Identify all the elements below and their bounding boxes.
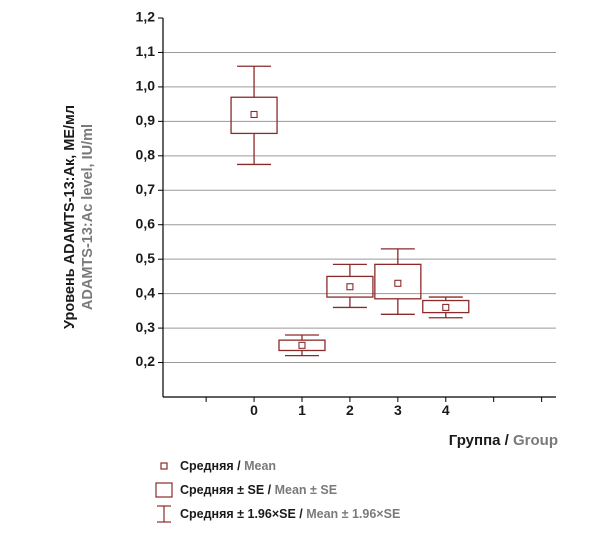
legend-item-se: Средняя ± SE / Mean ± SE [154,478,400,502]
data-series [230,65,470,357]
y-tick-label: 0,9 [136,112,156,128]
legend-label-en: Mean ± SE [274,483,338,497]
legend-label-ru: Средняя ± SE [180,483,265,497]
y-tick-label: 1,2 [136,9,156,25]
x-tick-label: 0 [250,402,258,418]
group-box-4 [422,296,470,319]
se-box [326,275,374,298]
grid-lines [158,17,556,364]
se-box [278,339,326,352]
y-axis-label-ru: Уровень ADAMTS-13:Ак, МЕ/мл [62,105,78,329]
mean-marker [394,279,402,287]
se-box [422,299,470,314]
legend: Средняя / Mean Средняя ± SE / Mean ± SE … [154,454,400,526]
mean-marker [298,341,306,349]
legend-label-en: Mean ± 1.96×SE [306,507,401,521]
y-tick-label: 0,4 [136,284,156,300]
se-box [230,96,278,135]
y-tick-label: 0,5 [136,250,156,266]
y-tick-label: 0,8 [136,147,156,163]
se-box-icon [155,482,173,498]
legend-label-ru: Средняя ± 1.96×SE [180,507,296,521]
x-tick-label: 4 [442,402,450,418]
y-tick-label: 1,0 [136,78,156,94]
legend-item-ci: Средняя ± 1.96×SE / Mean ± 1.96×SE [154,502,400,526]
mean-marker [250,110,258,119]
x-tick-label: 1 [298,402,306,418]
x-axis-label-ru: Группа [449,432,501,449]
x-axis-label-en: Group [513,432,558,449]
legend-item-mean: Средняя / Mean [154,454,400,478]
y-tick-label: 1,1 [136,43,156,59]
se-box [374,263,422,300]
y-tick-label: 0,3 [136,319,156,335]
legend-label-en: Mean [244,459,277,473]
mean-marker [346,283,354,291]
group-box-1 [278,334,326,357]
ci-whisker-icon [157,505,171,523]
legend-label-ru: Средняя [180,459,234,473]
group-box-3 [374,248,422,315]
x-axis-label: Группа / Group [449,432,558,449]
legend-sep: / [264,483,275,497]
legend-sep: / [233,459,245,473]
y-axis-label-en: ADAMTS-13:Ac level, IU/ml [80,124,96,310]
x-tick-marks [205,397,543,402]
x-tick-label: 3 [394,402,402,418]
y-tick-label: 0,6 [136,215,156,231]
legend-sep: / [295,507,307,521]
y-tick-labels: 0,2 0,3 0,4 0,5 0,6 0,7 0,8 0,9 1,0 1,1 1,2 [136,9,156,370]
mean-marker-icon [160,462,168,470]
group-box-2 [326,263,374,309]
mean-marker [442,303,450,311]
x-tick-label: 2 [346,402,354,418]
x-tick-labels: 0 1 2 3 4 [250,402,450,418]
y-tick-label: 0,7 [136,181,156,197]
y-tick-label: 0,2 [136,353,156,369]
group-box-0 [230,65,278,166]
x-axis-label-sep: / [500,432,513,449]
